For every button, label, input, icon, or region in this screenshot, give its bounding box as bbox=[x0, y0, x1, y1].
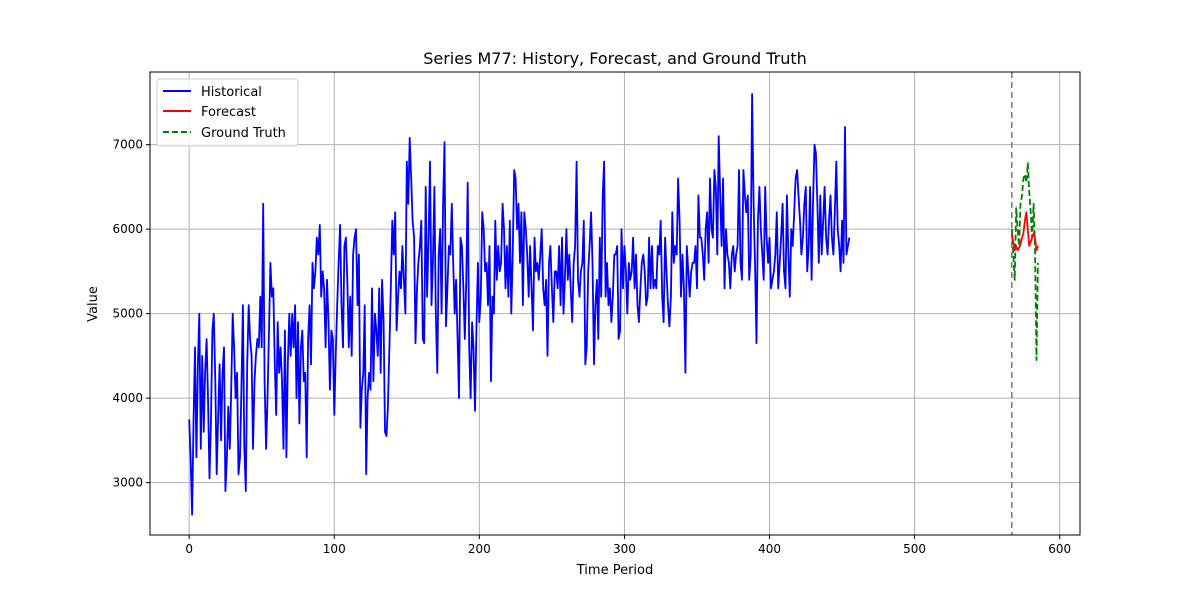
y-tick-label: 7000 bbox=[112, 138, 143, 152]
forecast-series-line bbox=[1010, 211, 1039, 252]
x-tick-label: 300 bbox=[613, 542, 636, 556]
x-tick-label: 200 bbox=[468, 542, 491, 556]
axis-ticks: 0 100 200 300 400 500 600 3000 4000 5000 6000 7000 bbox=[112, 138, 1071, 556]
x-tick-label: 600 bbox=[1048, 542, 1071, 556]
y-tick-label: 4000 bbox=[112, 391, 143, 405]
historical-series-line bbox=[188, 93, 851, 516]
x-tick-label: 400 bbox=[758, 542, 781, 556]
legend-label-forecast: Forecast bbox=[201, 105, 256, 120]
y-axis-label: Value bbox=[86, 286, 101, 322]
legend-box bbox=[156, 78, 299, 147]
x-tick-label: 100 bbox=[323, 542, 346, 556]
x-axis-label: Time Period bbox=[576, 563, 653, 578]
plot-area bbox=[188, 72, 1039, 535]
x-tick-label: 0 bbox=[185, 542, 193, 556]
y-tick-label: 6000 bbox=[112, 222, 143, 236]
legend: Historical Forecast Ground Truth bbox=[156, 78, 299, 147]
legend-label-historical: Historical bbox=[201, 85, 262, 100]
axes-frame bbox=[149, 71, 1081, 536]
chart-title: Series M77: History, Forecast, and Groun… bbox=[423, 49, 807, 68]
ground-truth-series-line bbox=[1010, 162, 1039, 362]
legend-label-ground-truth: Ground Truth bbox=[201, 126, 286, 141]
x-tick-label: 500 bbox=[903, 542, 926, 556]
y-tick-label: 3000 bbox=[112, 476, 143, 490]
y-tick-label: 5000 bbox=[112, 307, 143, 321]
